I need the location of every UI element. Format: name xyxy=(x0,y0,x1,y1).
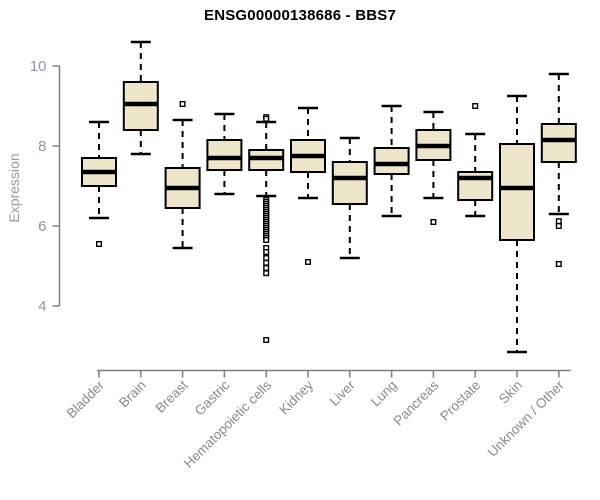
iqr-box xyxy=(373,147,410,175)
outlier-point xyxy=(305,259,312,266)
x-tick-label: Bladder xyxy=(64,377,108,421)
outlier-point xyxy=(263,270,270,277)
outlier-point xyxy=(179,100,186,107)
chart-title: ENSG00000138686 - BBS7 xyxy=(203,7,397,24)
boxplot-brain xyxy=(122,40,159,156)
x-tick-label: Liver xyxy=(327,377,359,409)
outlier-point xyxy=(263,337,270,344)
iqr-box xyxy=(331,161,368,205)
boxplot-liver xyxy=(331,136,368,260)
boxplot-prostate xyxy=(457,102,494,218)
outlier-point xyxy=(263,259,270,266)
boxplot-kidney xyxy=(290,106,326,266)
outlier-point xyxy=(555,222,562,229)
outlier-point xyxy=(263,265,270,272)
y-tick-label: 4 xyxy=(38,298,46,315)
outlier-point xyxy=(555,218,562,225)
boxplot-lung xyxy=(373,104,410,218)
boxplot-hematopoietic-cells xyxy=(248,114,285,344)
outlier-point xyxy=(263,236,270,243)
y-tick-label: 6 xyxy=(38,218,46,235)
boxplot-bladder xyxy=(81,120,117,247)
outlier-point xyxy=(263,248,270,255)
x-tick-label: Prostate xyxy=(437,378,483,424)
y-tick-label: 8 xyxy=(38,138,46,155)
iqr-box xyxy=(499,143,535,241)
x-tick-label: Kidney xyxy=(276,377,316,417)
outlier-point xyxy=(95,240,102,247)
outlier-point xyxy=(430,218,437,225)
boxplot-skin xyxy=(499,94,535,354)
x-tick-label: Breast xyxy=(153,377,191,415)
outlier-point xyxy=(555,261,562,268)
boxplot-pancreas xyxy=(415,110,452,225)
x-tick-label: Lung xyxy=(368,378,400,410)
outlier-point xyxy=(472,102,479,109)
boxplot-gastric xyxy=(206,112,243,196)
x-tick-label: Gastric xyxy=(192,377,233,418)
x-tick-label: Unknown / Other xyxy=(485,377,568,460)
x-tick-label: Pancreas xyxy=(391,377,442,428)
outlier-point xyxy=(263,254,270,261)
iqr-box xyxy=(206,139,243,171)
x-tick-label: Skin xyxy=(496,378,525,407)
iqr-box xyxy=(540,123,577,163)
x-tick-label: Brain xyxy=(116,378,149,411)
outlier-point xyxy=(263,115,270,122)
boxplot-breast xyxy=(164,100,201,250)
boxplot-unknown-other xyxy=(540,72,577,268)
y-tick-label: 10 xyxy=(30,58,47,75)
